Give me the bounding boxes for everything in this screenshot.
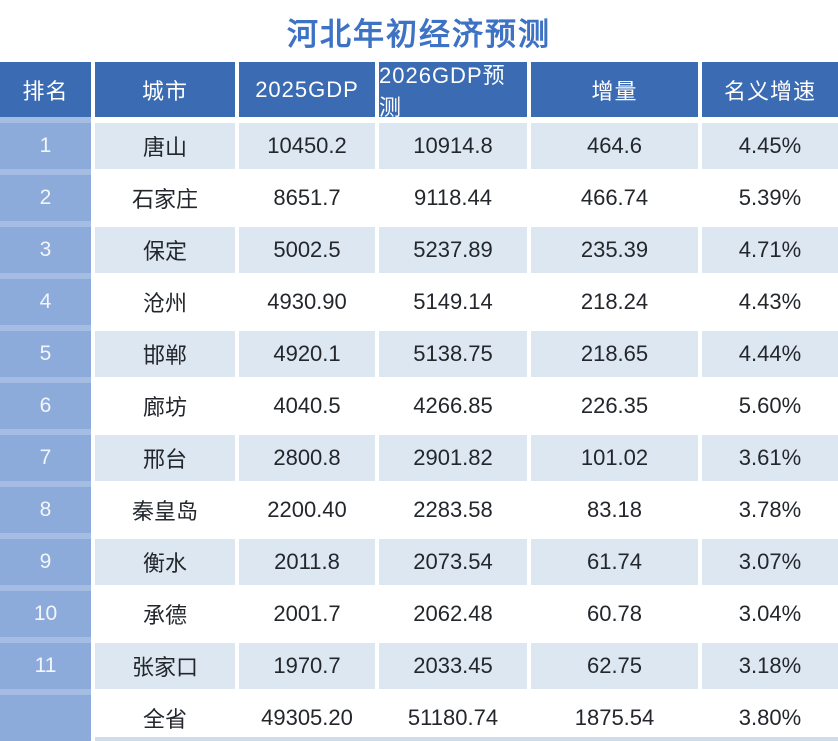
header-city: 城市 [95, 62, 235, 117]
rank-cell: 4 [39, 290, 52, 313]
gdp2026-cell: 2062.48 [379, 591, 527, 637]
rank-cell: 6 [39, 394, 52, 417]
gdp2025-cell: 4920.1 [239, 331, 375, 377]
city-cell: 邯郸 [95, 331, 235, 377]
gdp2025-cell: 5002.5 [239, 227, 375, 273]
growth-cell: 4.44% [702, 331, 838, 377]
rank-cell: 7 [39, 446, 52, 469]
rank-cell: 2 [39, 186, 52, 209]
gdp2025-cell: 2001.7 [239, 591, 375, 637]
increment-cell: 62.75 [531, 643, 698, 689]
city-cell: 唐山 [95, 123, 235, 169]
gdp2025-cell: 1970.7 [239, 643, 375, 689]
gdp2026-cell: 10914.8 [379, 123, 527, 169]
city-cell: 全省 [95, 695, 235, 741]
city-cell: 石家庄 [95, 175, 235, 221]
rank-column-band [0, 117, 91, 741]
gdp2026-cell: 4266.85 [379, 383, 527, 429]
gdp2025-cell: 2200.40 [239, 487, 375, 533]
increment-cell: 218.24 [531, 279, 698, 325]
header-gdp2025: 2025GDP [239, 62, 375, 117]
increment-cell: 464.6 [531, 123, 698, 169]
gdp2026-cell: 51180.74 [379, 695, 527, 741]
growth-cell: 3.78% [702, 487, 838, 533]
title-bar: 河北年初经济预测 [0, 0, 838, 62]
header-rank: 排名 [0, 62, 91, 117]
city-cell: 邢台 [95, 435, 235, 481]
gdp2025-cell: 4930.90 [239, 279, 375, 325]
city-cell: 保定 [95, 227, 235, 273]
rank-cell: 11 [34, 654, 57, 677]
gdp2025-cell: 10450.2 [239, 123, 375, 169]
increment-cell: 1875.54 [531, 695, 698, 741]
increment-cell: 235.39 [531, 227, 698, 273]
rank-cell [0, 695, 91, 741]
bottom-strip [95, 737, 838, 741]
growth-cell: 4.71% [702, 227, 838, 273]
city-cell: 秦皇岛 [95, 487, 235, 533]
rank-cell: 3 [39, 238, 52, 261]
increment-cell: 466.74 [531, 175, 698, 221]
gdp2026-cell: 9118.44 [379, 175, 527, 221]
rank-cell: 5 [39, 342, 52, 365]
growth-cell: 3.61% [702, 435, 838, 481]
increment-cell: 83.18 [531, 487, 698, 533]
increment-cell: 218.65 [531, 331, 698, 377]
gdp2026-cell: 2283.58 [379, 487, 527, 533]
rank-cell: 1 [39, 134, 52, 157]
rank-cell: 10 [33, 602, 58, 625]
city-cell: 衡水 [95, 539, 235, 585]
increment-cell: 61.74 [531, 539, 698, 585]
increment-cell: 101.02 [531, 435, 698, 481]
city-cell: 沧州 [95, 279, 235, 325]
header-gdp2026: 2026GDP预测 [379, 62, 527, 120]
growth-cell: 3.07% [702, 539, 838, 585]
growth-cell: 3.80% [702, 695, 838, 741]
growth-cell: 4.45% [702, 123, 838, 169]
gdp2025-cell: 2011.8 [239, 539, 375, 585]
gdp2025-cell: 2800.8 [239, 435, 375, 481]
gdp2025-cell: 8651.7 [239, 175, 375, 221]
gdp2026-cell: 5149.14 [379, 279, 527, 325]
increment-cell: 60.78 [531, 591, 698, 637]
growth-cell: 4.43% [702, 279, 838, 325]
growth-cell: 3.18% [702, 643, 838, 689]
increment-cell: 226.35 [531, 383, 698, 429]
gdp2025-cell: 49305.20 [239, 695, 375, 741]
page-title: 河北年初经济预测 [287, 16, 551, 52]
gdp2025-cell: 4040.5 [239, 383, 375, 429]
city-cell: 张家口 [95, 643, 235, 689]
city-cell: 承德 [95, 591, 235, 637]
growth-cell: 3.04% [702, 591, 838, 637]
rank-cell: 8 [39, 498, 52, 521]
header-increment: 增量 [531, 62, 698, 117]
growth-cell: 5.39% [702, 175, 838, 221]
gdp2026-cell: 5237.89 [379, 227, 527, 273]
forecast-table: 排名 城市 2025GDP 2026GDP预测 增量 名义增速 1 唐山 10450… [0, 62, 838, 741]
gdp2026-cell: 5138.75 [379, 331, 527, 377]
gdp2026-cell: 2033.45 [379, 643, 527, 689]
header-growth: 名义增速 [702, 62, 838, 117]
rank-cell: 9 [39, 550, 52, 573]
city-cell: 廊坊 [95, 383, 235, 429]
table-grid: 排名 城市 2025GDP 2026GDP预测 增量 名义增速 1 唐山 10450… [0, 62, 838, 741]
growth-cell: 5.60% [702, 383, 838, 429]
gdp2026-cell: 2901.82 [379, 435, 527, 481]
gdp2026-cell: 2073.54 [379, 539, 527, 585]
